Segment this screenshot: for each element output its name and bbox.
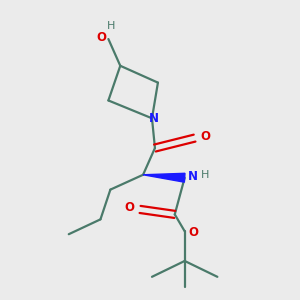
Text: H: H	[201, 170, 209, 180]
Text: N: N	[188, 170, 198, 183]
Text: O: O	[200, 130, 210, 143]
Text: O: O	[96, 31, 106, 44]
Text: N: N	[148, 112, 158, 125]
Text: H: H	[107, 21, 116, 31]
Text: O: O	[188, 226, 198, 239]
Text: O: O	[125, 202, 135, 214]
Polygon shape	[143, 173, 185, 182]
